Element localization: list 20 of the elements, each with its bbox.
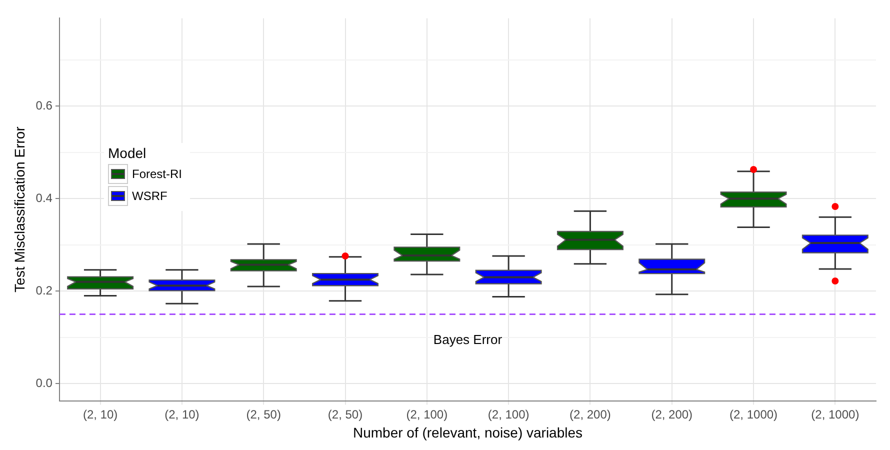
ref-line-label: Bayes Error	[433, 332, 503, 347]
y-tick-label: 0.2	[36, 283, 53, 298]
x-tick-label: (2, 100)	[406, 407, 448, 422]
y-axis-title: Test Misclassification Error	[11, 126, 28, 292]
x-tick-label: (2, 10)	[82, 407, 118, 422]
x-tick-label: (2, 50)	[328, 407, 363, 422]
x-tick-label: (2, 100)	[488, 407, 530, 422]
legend-label: WSRF	[132, 189, 168, 203]
legend-label: Forest-RI	[132, 167, 182, 181]
y-tick-label: 0.4	[36, 190, 53, 205]
x-axis-title: Number of (relevant, noise) variables	[352, 424, 583, 440]
x-tick-label: (2, 1000)	[730, 407, 778, 422]
x-tick-label: (2, 200)	[651, 407, 693, 422]
x-tick-label: (2, 1000)	[811, 407, 860, 422]
y-tick-label: 0.6	[36, 98, 53, 112]
legend-title: Model	[108, 145, 148, 161]
y-tick-label: 0.0	[36, 376, 53, 390]
x-tick-label: (2, 200)	[570, 407, 611, 422]
x-tick-label: (2, 10)	[164, 407, 200, 422]
x-tick-label: (2, 50)	[246, 407, 281, 422]
